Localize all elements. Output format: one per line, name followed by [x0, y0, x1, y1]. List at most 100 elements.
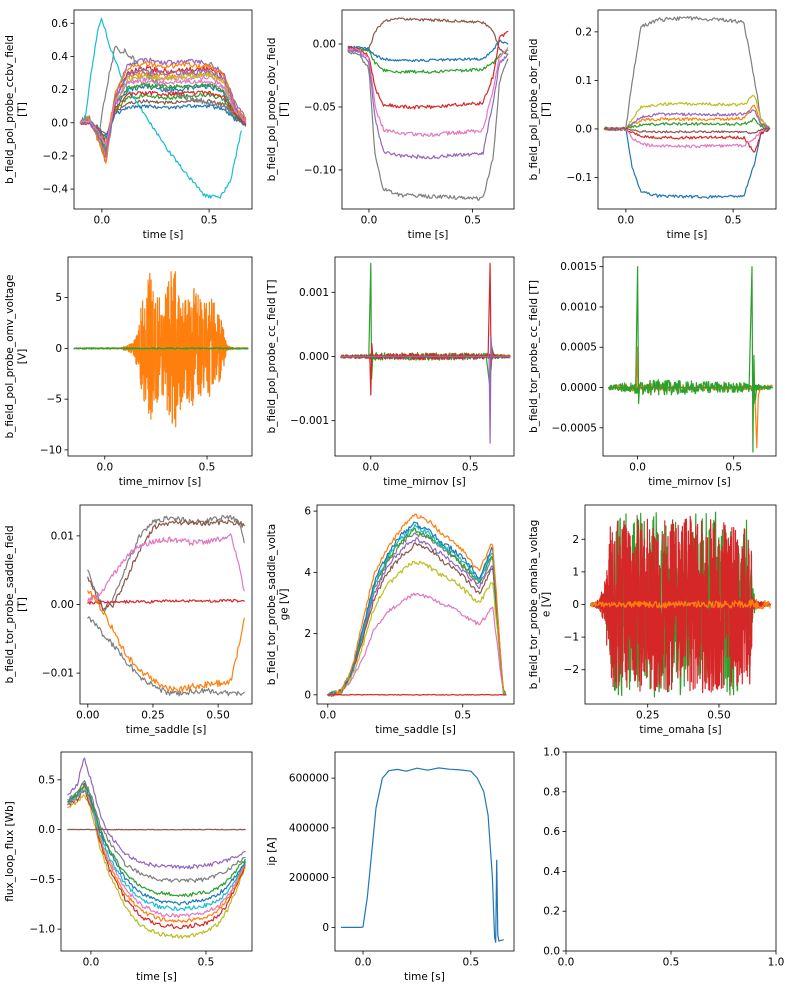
x-tick-label: 0.5 [462, 462, 479, 474]
y-tick-label: −0.05 [304, 102, 336, 114]
series-line-flux-red [67, 789, 247, 930]
y-axis-label: [T] [17, 597, 29, 612]
y-tick-label: 0.0 [52, 117, 69, 129]
plot-obr-field: 0.0 0.5 −0.1 0.0 0.1 0.2 time [s] b_field_pol_p… [528, 9, 777, 241]
y-axis-label: [V] [17, 349, 29, 364]
y-tick-label: 0.0005 [560, 342, 597, 354]
axes-frame [60, 751, 253, 952]
x-axis-label: time [s] [404, 971, 445, 983]
axes-frame [73, 9, 253, 210]
series-line-sv-red-flat [327, 693, 507, 696]
x-axis-label: time_mirnov [s] [119, 476, 202, 488]
x-axis-label: time [s] [666, 229, 707, 241]
axes-frame [334, 751, 515, 952]
y-tick-label: 0.6 [52, 18, 69, 30]
series-line-ip-blue [340, 767, 504, 943]
axes-frame [341, 9, 515, 210]
y-axis-label: b_field_tor_probe_omaha_voltag [528, 519, 540, 689]
x-axis-label: time [s] [136, 971, 177, 983]
x-tick-label: 0.25 [636, 709, 659, 721]
y-axis-label: flux_loop_flux [Wb] [4, 801, 16, 901]
plot-background [597, 10, 776, 210]
series-group [327, 513, 507, 697]
series-line-obv-blue [347, 39, 509, 63]
y-tick-label: 0.0 [543, 945, 560, 957]
axes-frame [597, 9, 777, 210]
subplot-b-field-pol-probe-obr-field: 0.0 0.5 −0.1 0.0 0.1 0.2 time [s] b_field_pol_p… [523, 0, 785, 247]
series-line-obr-gray [603, 16, 770, 132]
y-axis-label: b_field_pol_probe_obr_field [528, 39, 540, 181]
plot-background [565, 751, 776, 951]
series-line-sv-olive [327, 560, 507, 697]
axes-frame [602, 256, 777, 457]
series-line-saddle-gray-top [87, 514, 246, 612]
series-line-ccbv-15 [80, 68, 247, 157]
y-tick-label: 0.00 [313, 39, 336, 51]
x-axis-label: time [s] [408, 229, 449, 241]
y-axis-label: [T] [17, 102, 29, 117]
y-tick-label: 0.0000 [560, 382, 597, 394]
y-tick-label: 0.2 [52, 84, 69, 96]
y-tick-label: 0.001 [299, 287, 329, 299]
series-line-flux-olive [67, 794, 247, 939]
y-tick-label: −0.001 [290, 416, 329, 428]
plot-obv-field: 0.0 0.5 0.00 −0.05 −0.10 time [s] b_field_pol_… [266, 9, 515, 241]
y-tick-label: 0.0 [39, 824, 56, 836]
y-tick-label: −10 [40, 445, 62, 457]
series-line-ccbv-12 [80, 60, 247, 165]
series-group [603, 16, 770, 199]
x-tick-label: 0.0 [83, 956, 100, 968]
y-axis-label: b_field_tor_probe_saddle_field [4, 525, 16, 683]
series-line-flux-green [67, 783, 247, 898]
series-line-flux-pink [67, 785, 247, 918]
y-tick-label: 0.6 [543, 826, 560, 838]
subplot-b-field-tor-probe-cc-field: 0.0 0.5 −0.0005 0.0000 0.0005 0.0010 0.0015 tim… [523, 247, 785, 494]
y-tick-label: −0.5 [30, 874, 56, 886]
x-axis-label: time_mirnov [s] [383, 476, 466, 488]
y-tick-label: −5 [47, 394, 62, 406]
series-line-polcc-purple-spike [340, 336, 511, 445]
subplot-b-field-tor-probe-omaha-voltage: 0.25 0.50 −2 −1 0 1 2 time_omaha [s] b_field_tor… [523, 495, 785, 742]
series-line-saddle-pink [87, 532, 246, 602]
y-tick-label: 200000 [289, 872, 329, 884]
plot-background [316, 504, 514, 704]
x-tick-label: 0.0 [361, 215, 378, 227]
x-tick-label: 0.5 [454, 709, 471, 721]
plot-flux-loop-flux: 0.0 0.5 0.5 0.0 −0.5 −1.0 time [s] flux_loop_fl… [4, 751, 253, 983]
x-tick-label: 0.00 [76, 709, 99, 721]
y-axis-label: b_field_pol_probe_ccbv_field [4, 35, 16, 184]
series-group [589, 511, 771, 698]
y-tick-label: 0.0 [575, 124, 592, 136]
y-axis-label: b_field_pol_probe_obv_field [266, 38, 278, 182]
subplot-b-field-pol-probe-ccbv-field: 0.0 0.5 −0.4 −0.2 0.0 0.2 0.4 0.6 time [s] b_fiel… [0, 0, 262, 247]
series-line-saddle-gray-bottom [87, 615, 246, 697]
series-line-obv-red [347, 30, 509, 110]
series-line-ccbv-10 [84, 17, 243, 199]
x-tick-label: 0.5 [199, 462, 216, 474]
plot-background [602, 257, 776, 457]
y-axis-label: ge [V] [278, 588, 290, 620]
series-line-obv-brown [347, 17, 509, 55]
axes-frame [67, 256, 253, 457]
y-tick-label: 600000 [289, 772, 329, 784]
series-line-omaha-red-noise [589, 515, 771, 693]
x-tick-label: 1.0 [767, 956, 784, 968]
y-tick-label: 0.00 [51, 599, 74, 611]
series-line-sv-orange [327, 513, 507, 696]
x-axis-label: time_saddle [s] [375, 724, 456, 736]
series-group [607, 266, 773, 453]
y-tick-label: −2 [563, 664, 578, 676]
subplot-b-field-pol-probe-obv-field: 0.0 0.5 0.00 −0.05 −0.10 time [s] b_field_pol_… [262, 0, 524, 247]
series-line-torcc-green-noise [607, 379, 773, 396]
series-line-flux-purple [67, 757, 247, 870]
y-tick-label: 4 [304, 566, 311, 578]
y-tick-label: 0 [304, 689, 311, 701]
series-line-obr-green [603, 117, 770, 132]
x-tick-label: 0.5 [724, 215, 741, 227]
series-line-ccbv-13 [80, 82, 247, 153]
x-tick-label: 0.5 [662, 956, 679, 968]
y-tick-label: 0.1 [575, 75, 592, 87]
x-tick-label: 0.0 [319, 709, 336, 721]
series-line-obv-gray [347, 51, 509, 201]
y-tick-label: 0.000 [299, 351, 329, 363]
